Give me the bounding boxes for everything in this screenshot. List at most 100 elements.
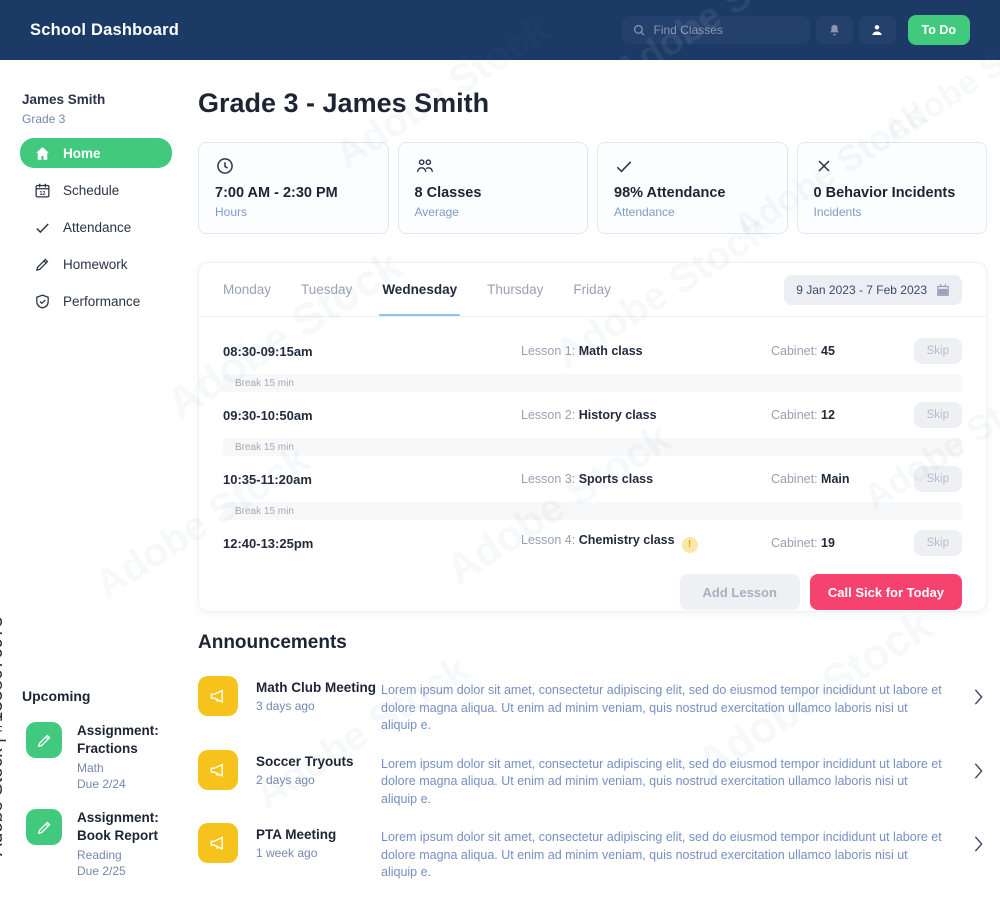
announcement-item[interactable]: Math Club Meeting 3 days ago Lorem ipsum…: [198, 676, 987, 735]
chevron-right-icon[interactable]: [973, 835, 987, 853]
notifications-button[interactable]: [815, 16, 853, 44]
calendar-icon: 12: [34, 182, 51, 199]
sidebar-item-label: Home: [63, 145, 101, 161]
date-range-label: 9 Jan 2023 - 7 Feb 2023: [796, 282, 927, 297]
stat-card-hours: 7:00 AM - 2:30 PM Hours: [198, 142, 389, 234]
megaphone-icon: [198, 676, 238, 716]
assignment-label: Assignment:: [77, 723, 159, 738]
sidebar-item-label: Homework: [63, 256, 128, 272]
announcement-head: PTA Meeting 1 week ago: [256, 823, 381, 860]
announcement-title: PTA Meeting: [256, 827, 337, 842]
assignment-label: Assignment:: [77, 810, 159, 825]
search-input[interactable]: [653, 23, 800, 37]
stat-value: 8 Classes: [414, 185, 482, 201]
announcement-body: Lorem ipsum dolor sit amet, consectetur …: [381, 756, 942, 806]
upcoming-section: Upcoming Assignment: Fractions Math Due …: [22, 688, 187, 878]
lesson-label: Lesson 1:: [521, 344, 576, 358]
break-label: Break 15 min: [235, 441, 294, 453]
day-tab[interactable]: Friday: [573, 263, 611, 316]
upcoming-item-text: Assignment: Fractions Math Due 2/24: [77, 722, 159, 791]
sidebar-item-attendance[interactable]: Attendance: [20, 212, 172, 242]
sidebar-item-schedule[interactable]: 12 Schedule: [20, 175, 172, 205]
announcement-body: Lorem ipsum dolor sit amet, consectetur …: [381, 683, 942, 732]
skip-button[interactable]: Skip: [913, 530, 962, 556]
todo-button[interactable]: To Do: [907, 15, 970, 45]
upcoming-item[interactable]: Assignment: Book Report Reading Due 2/25: [22, 809, 187, 878]
break-row: Break 15 min: [223, 502, 962, 520]
chevron-right-icon[interactable]: [973, 688, 987, 706]
announcement-head: Math Club Meeting 3 days ago: [256, 676, 381, 713]
cabinet-value: 12: [821, 408, 835, 422]
cabinet-label: Cabinet:: [771, 536, 818, 550]
user-name: James Smith: [22, 92, 106, 107]
cabinet-value: 45: [821, 344, 835, 358]
skip-button[interactable]: Skip: [913, 402, 962, 428]
schedule-rows: 08:30-09:15am Lesson 1: Math class Cabin…: [199, 317, 986, 561]
lesson-name-cell: Lesson 1: Math class: [521, 344, 771, 358]
announcement-body: Lorem ipsum dolor sit amet, consectetur …: [381, 830, 942, 879]
day-tab[interactable]: Tuesday: [301, 263, 352, 316]
top-bar: School Dashboard To Do: [0, 0, 1000, 60]
date-range-picker[interactable]: 9 Jan 2023 - 7 Feb 2023: [784, 274, 962, 305]
calendar-icon: [937, 283, 949, 296]
call-sick-button[interactable]: Call Sick for Today: [809, 574, 962, 610]
announcement-item[interactable]: PTA Meeting 1 week ago Lorem ipsum dolor…: [198, 823, 987, 882]
lesson-row: 08:30-09:15am Lesson 1: Math class Cabin…: [199, 333, 986, 369]
pencil-icon: [34, 256, 51, 273]
user-grade: Grade 3: [22, 112, 66, 126]
lesson-row: 10:35-11:20am Lesson 3: Sports class Cab…: [199, 461, 986, 497]
add-lesson-button[interactable]: Add Lesson: [679, 574, 800, 610]
sidebar-item-performance[interactable]: Performance: [20, 286, 172, 316]
announcement-title: Soccer Tryouts: [256, 753, 354, 769]
check-icon: [614, 156, 771, 176]
day-tab[interactable]: Monday: [223, 263, 271, 316]
upcoming-title: Upcoming: [22, 688, 91, 704]
lesson-label: Lesson 2:: [521, 408, 576, 422]
assignment-due: Due 2/24: [77, 777, 126, 791]
announcement-item[interactable]: Soccer Tryouts 2 days ago Lorem ipsum do…: [198, 749, 987, 809]
break-label: Break 15 min: [235, 505, 294, 517]
stat-value: 0 Behavior Incidents: [813, 185, 956, 201]
schedule-card: Monday Tuesday Wednesday Thursday Friday…: [198, 262, 987, 612]
break-label: Break 15 min: [235, 377, 294, 389]
cabinet-value: 19: [821, 536, 835, 550]
students-icon: [415, 156, 572, 176]
megaphone-icon: [198, 749, 238, 790]
profile-button[interactable]: [858, 16, 896, 44]
warning-icon: !: [681, 536, 698, 553]
assignment-due: Due 2/25: [77, 864, 126, 878]
cabinet-cell: Cabinet: 19: [771, 536, 914, 550]
upcoming-item[interactable]: Assignment: Fractions Math Due 2/24: [22, 722, 187, 791]
stat-card-incidents: 0 Behavior Incidents Incidents: [796, 142, 987, 234]
pencil-icon: [26, 722, 62, 758]
announcement-time: 3 days ago: [256, 699, 315, 713]
home-icon: [34, 145, 51, 162]
stat-label: Incidents: [813, 205, 862, 219]
skip-button[interactable]: Skip: [913, 338, 962, 364]
sidebar-item-home[interactable]: Home: [20, 138, 172, 168]
lesson-time: 10:35-11:20am: [223, 471, 312, 487]
announcements-section: Announcements Math Club Meeting 3 days a…: [198, 632, 987, 882]
break-row: Break 15 min: [223, 438, 962, 456]
day-tab[interactable]: Wednesday: [379, 263, 460, 316]
lesson-label: Lesson 4:: [521, 533, 576, 548]
lesson-name-cell: Lesson 3: Sports class: [521, 472, 771, 486]
day-tab[interactable]: Thursday: [487, 263, 543, 316]
lesson-row: 09:30-10:50am Lesson 2: History class Ca…: [199, 397, 986, 433]
announcements-list: Math Club Meeting 3 days ago Lorem ipsum…: [198, 676, 987, 882]
cabinet-label: Cabinet:: [771, 408, 818, 422]
user-icon: [872, 25, 882, 35]
lesson-name-cell: Lesson 4: Chemistry class!: [521, 533, 771, 553]
sidebar-item-label: Schedule: [63, 182, 120, 198]
schedule-footer: Add Lesson Call Sick for Today: [199, 561, 986, 610]
search-box[interactable]: [621, 16, 810, 44]
assignment-name: Fractions: [77, 741, 138, 756]
chevron-right-icon[interactable]: [973, 762, 987, 780]
sidebar-item-homework[interactable]: Homework: [20, 249, 172, 279]
svg-text:12: 12: [40, 191, 46, 197]
cabinet-value: Main: [821, 472, 850, 486]
stat-label: Attendance: [614, 205, 675, 219]
stat-card-classes: 8 Classes Average: [397, 142, 588, 234]
stat-label: Average: [414, 205, 459, 219]
skip-button[interactable]: Skip: [913, 466, 962, 492]
